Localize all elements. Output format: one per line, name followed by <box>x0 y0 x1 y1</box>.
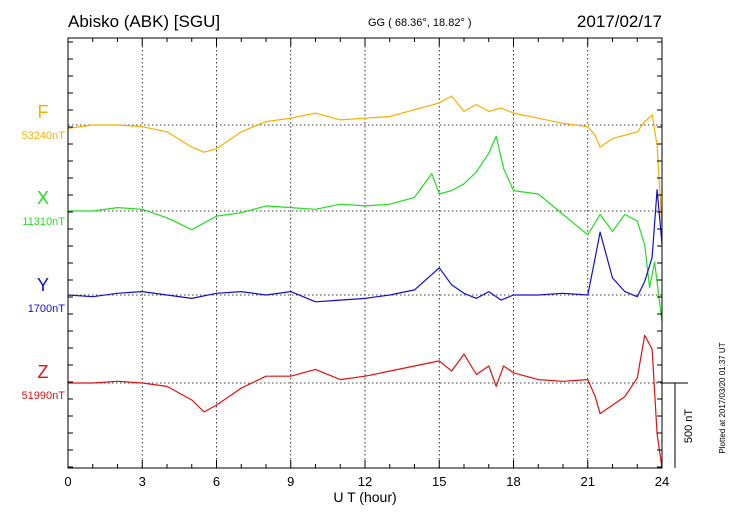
series-f-line <box>67 95 663 228</box>
plot-timestamp: Plotted at 2017/03/20 01:37 UT <box>718 342 727 453</box>
series-z-line <box>68 334 663 469</box>
x-tick-label: 15 <box>432 474 446 489</box>
series-x-label: X <box>37 188 49 208</box>
series-y-label: Y <box>37 275 49 295</box>
x-tick-label: 12 <box>358 474 372 489</box>
scale-bar: 500 nT <box>662 382 695 468</box>
x-tick-label: 6 <box>213 474 220 489</box>
x-axis-label: U T (hour) <box>333 489 396 505</box>
series-f-label: F <box>38 102 49 122</box>
axis-ticks <box>67 38 663 468</box>
x-tick-labels: 0 3 6 9 12 15 18 21 24 <box>64 474 669 489</box>
x-tick-label: 3 <box>139 474 146 489</box>
series-x-line <box>68 135 663 322</box>
x-tick-label: 0 <box>64 474 71 489</box>
series-labels: F 53240nT X 11310nT Y 1700nT Z 51990nT <box>22 102 66 402</box>
x-tick-label: 21 <box>581 474 595 489</box>
x-tick-label: 18 <box>506 474 520 489</box>
series-x-baseline: 11310nT <box>22 216 65 228</box>
x-tick-label: 24 <box>655 474 669 489</box>
x-tick-label: 9 <box>287 474 294 489</box>
chart-date: 2017/02/17 <box>576 12 662 31</box>
grid-lines <box>68 38 662 468</box>
chart-title: Abisko (ABK) [SGU] <box>68 12 221 31</box>
station-coordinates: GG ( 68.36°, 18.82° ) <box>368 17 472 29</box>
series-group <box>67 95 663 469</box>
series-y-line <box>67 189 663 303</box>
series-z-baseline: 51990nT <box>22 390 66 402</box>
scale-bar-label: 500 nT <box>683 409 695 444</box>
series-z-label: Z <box>38 362 49 382</box>
series-f-baseline: 53240nT <box>22 130 66 142</box>
series-y-baseline: 1700nT <box>28 303 66 315</box>
